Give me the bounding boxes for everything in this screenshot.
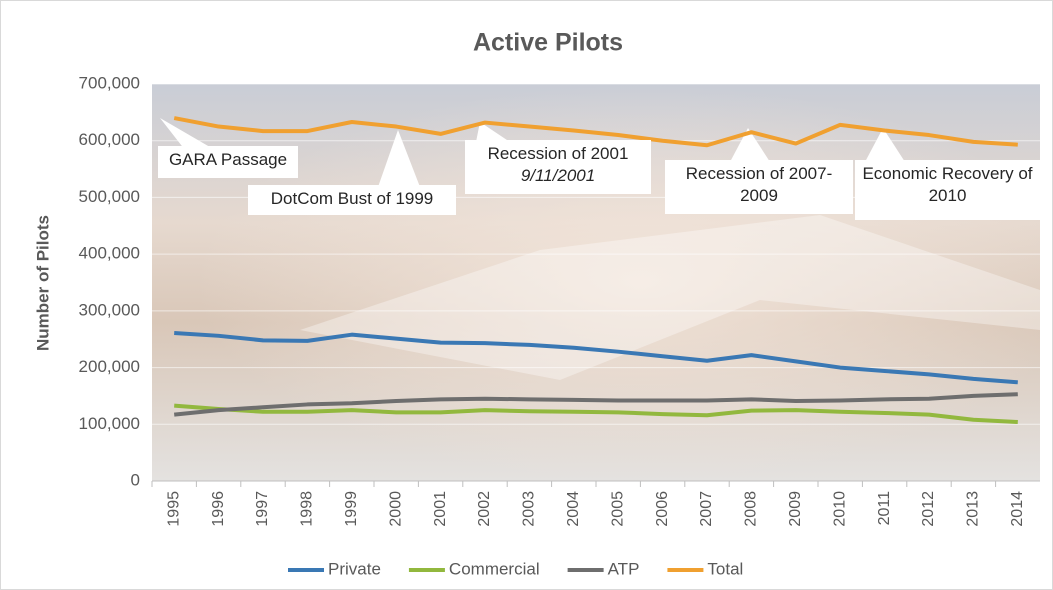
annotation-text: Recession of 2001 bbox=[471, 143, 645, 165]
legend-label: Total bbox=[707, 559, 743, 578]
x-tick-label: 1999 bbox=[343, 491, 360, 527]
x-tick-label: 2003 bbox=[521, 491, 538, 527]
annotation: GARA Passage bbox=[158, 146, 298, 178]
annotation: Economic Recovery of 2010 bbox=[855, 160, 1040, 220]
x-tick-label: 2013 bbox=[965, 491, 982, 527]
annotation-text: DotCom Bust of 1999 bbox=[254, 188, 450, 210]
annotation: Recession of 2007-2009 bbox=[665, 160, 853, 214]
y-tick-label: 400,000 bbox=[79, 244, 140, 263]
y-axis-title: Number of Pilots bbox=[33, 215, 52, 351]
x-tick-label: 2006 bbox=[654, 491, 671, 527]
x-tick-label: 2011 bbox=[876, 491, 893, 526]
x-tick-label: 1998 bbox=[299, 491, 316, 527]
annotation-text: Recession of 2007-2009 bbox=[671, 163, 847, 207]
x-tick-label: 2000 bbox=[387, 491, 404, 527]
x-tick-label: 2004 bbox=[565, 491, 582, 527]
annotation-text: Economic Recovery of 2010 bbox=[861, 163, 1034, 207]
x-tick-label: 2005 bbox=[609, 491, 626, 527]
y-tick-label: 500,000 bbox=[79, 187, 140, 206]
x-tick-label: 2008 bbox=[743, 491, 760, 527]
x-tick-label: 2009 bbox=[787, 491, 804, 527]
x-tick-label: 2014 bbox=[1009, 491, 1026, 527]
x-tick-label: 1995 bbox=[165, 491, 182, 527]
annotation-subtext: 9/11/2001 bbox=[471, 165, 645, 187]
annotation-text: GARA Passage bbox=[164, 149, 292, 171]
y-tick-label: 100,000 bbox=[79, 414, 140, 433]
x-tick-label: 2001 bbox=[432, 491, 449, 527]
y-tick-label: 300,000 bbox=[79, 300, 140, 319]
chart-container: Active Pilots Number of Pilots 0 100,000 2… bbox=[0, 0, 1053, 590]
x-tick-label: 2012 bbox=[920, 491, 937, 527]
y-tick-label: 200,000 bbox=[79, 357, 140, 376]
legend-label: Private bbox=[328, 559, 381, 578]
x-tick-label: 2002 bbox=[476, 491, 493, 527]
x-tick-label: 1996 bbox=[210, 491, 227, 527]
y-tick-label: 0 bbox=[131, 470, 140, 489]
y-tick-label: 700,000 bbox=[79, 73, 140, 92]
x-tick-label: 2007 bbox=[698, 491, 715, 527]
legend-label: Commercial bbox=[449, 559, 540, 578]
chart: Active Pilots Number of Pilots 0 100,000 2… bbox=[0, 0, 1053, 590]
annotation: DotCom Bust of 1999 bbox=[248, 185, 456, 215]
x-tick-label: 2010 bbox=[831, 491, 848, 527]
y-tick-label: 600,000 bbox=[79, 130, 140, 149]
x-tick-label: 1997 bbox=[254, 491, 271, 527]
chart-title: Active Pilots bbox=[473, 29, 623, 57]
legend-label: ATP bbox=[608, 559, 640, 578]
